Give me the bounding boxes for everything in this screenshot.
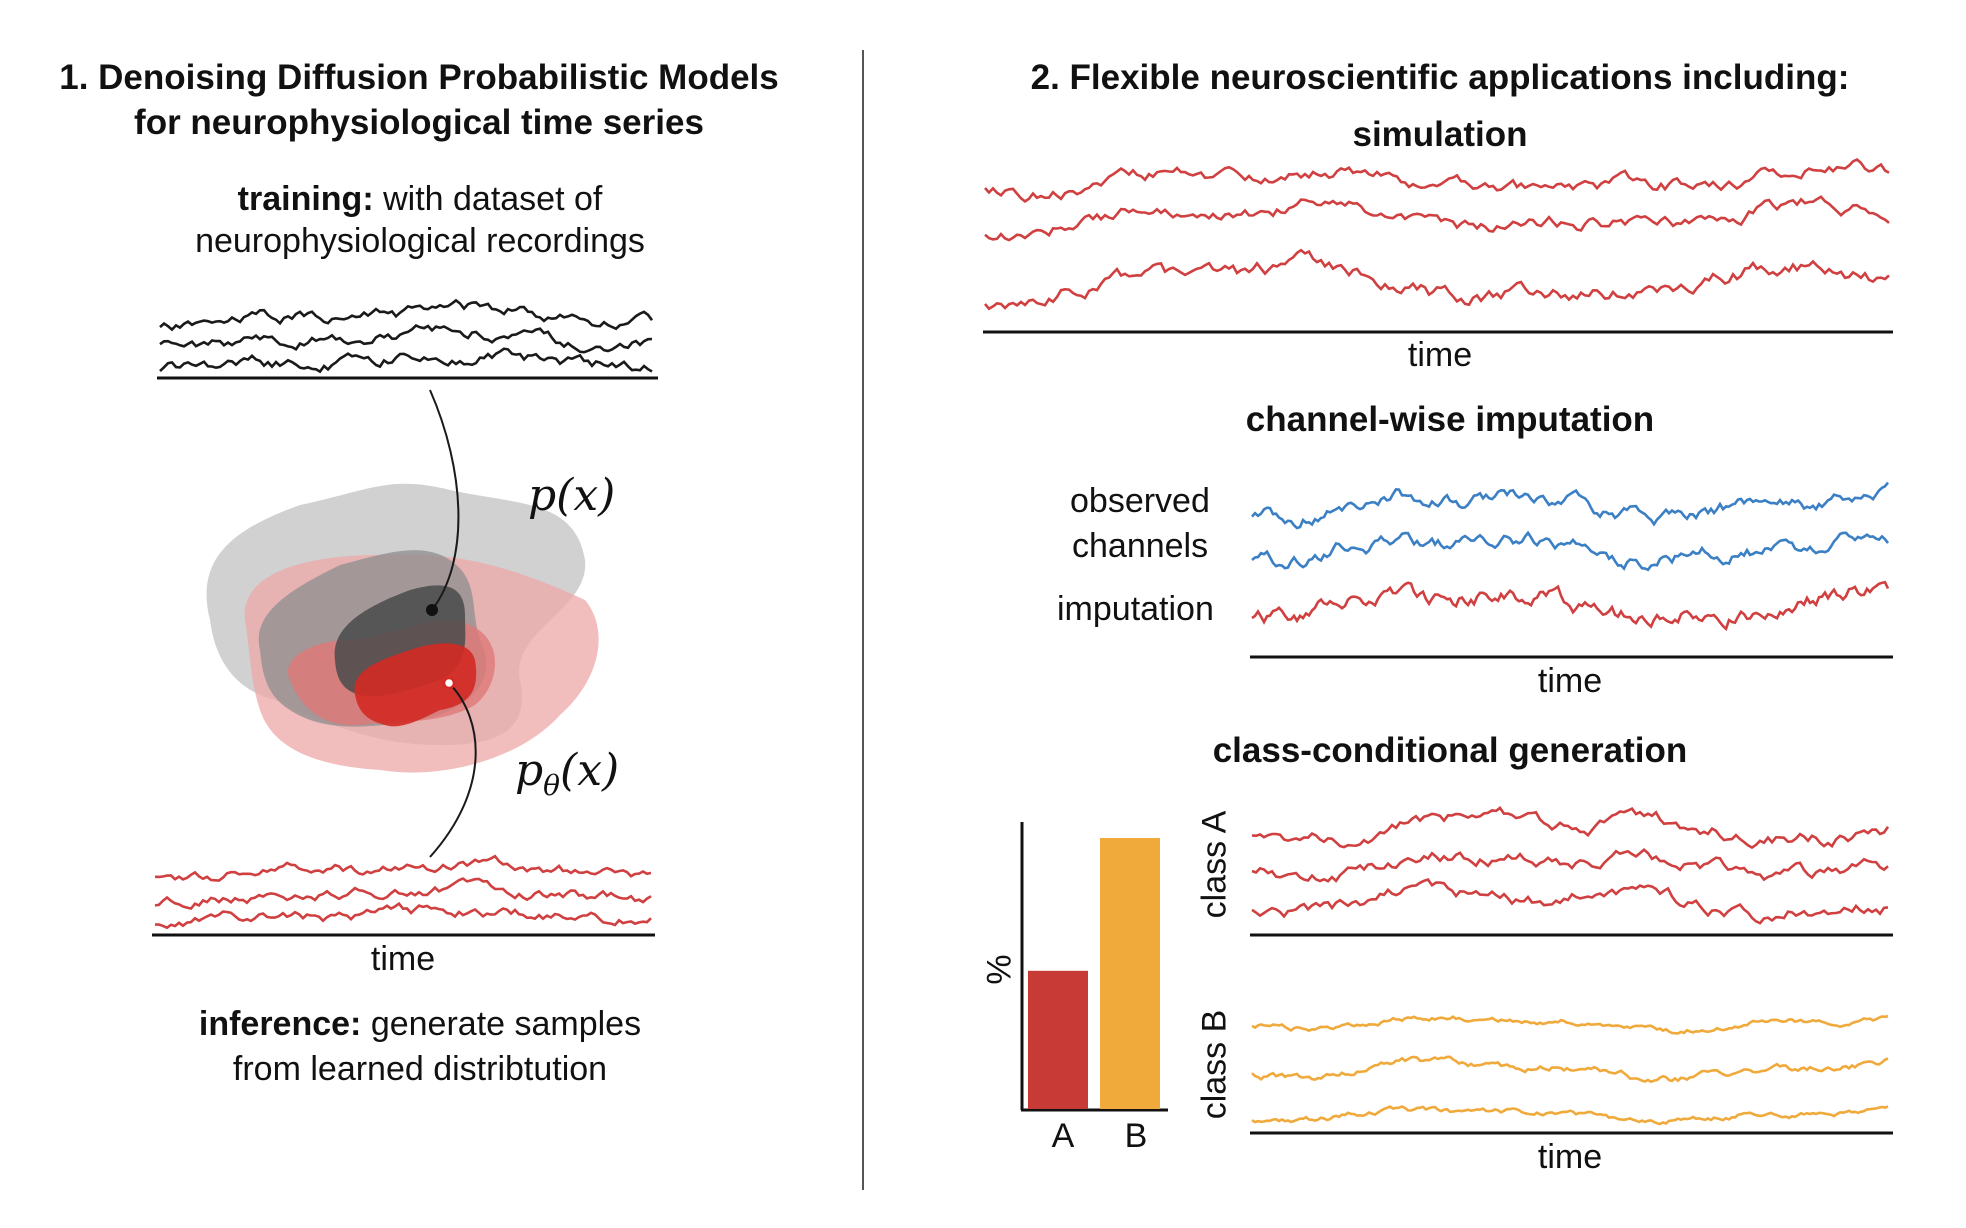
- inference-trace: [154, 877, 652, 911]
- simulation-trace: [984, 157, 1890, 203]
- ptheta-connector-curve: [429, 682, 477, 858]
- inference-caption-line1: inference: generate samples: [120, 1005, 720, 1044]
- ptheta-inner-blob: [354, 643, 477, 727]
- simulation-traces: [984, 157, 1890, 311]
- class-b-label: class B: [1195, 1009, 1234, 1120]
- px-connector-curve: [429, 389, 460, 611]
- ptheta-sample-dot: [442, 676, 456, 690]
- training-bold-label: training:: [237, 180, 374, 218]
- left-title-line1: 1. Denoising Diffusion Probabilistic Mod…: [59, 58, 779, 97]
- class-b-trace: [1251, 1055, 1889, 1084]
- observed-trace: [1251, 530, 1890, 572]
- distribution-blobs: [206, 483, 599, 773]
- training-trace: [159, 298, 654, 332]
- bar-chart-y-label: %: [980, 954, 1019, 985]
- inference-text: generate samples: [361, 1005, 642, 1043]
- imputed-traces: [1251, 580, 1890, 632]
- px-label: p(x): [528, 470, 616, 521]
- class-a-traces: [1251, 806, 1890, 925]
- bar-b-tick-label: B: [1124, 1117, 1148, 1155]
- ptheta-sub: θ: [543, 768, 561, 802]
- bar-class-a: [1028, 970, 1088, 1109]
- ptheta-rest: (x): [560, 745, 620, 796]
- bar-class-b: [1100, 838, 1160, 1109]
- training-traces: [159, 298, 654, 374]
- class-b-trace: [1251, 1014, 1889, 1035]
- class-a-trace: [1251, 806, 1890, 850]
- right-title: 2. Flexible neuroscientific applications…: [1030, 58, 1850, 97]
- ptheta-label: pθ(x): [515, 745, 619, 802]
- simulation-title: simulation: [1352, 115, 1528, 154]
- class-b-trace: [1251, 1105, 1889, 1126]
- imputation-label: imputation: [1057, 590, 1214, 628]
- bar-a-tick-label: A: [1051, 1117, 1075, 1155]
- inference-caption-line2: from learned distribtution: [232, 1050, 608, 1088]
- px-sample-dot: [426, 604, 438, 616]
- training-trace: [159, 323, 653, 354]
- class-b-traces: [1251, 1014, 1889, 1126]
- observed-traces: [1251, 481, 1890, 572]
- training-text: with dataset of: [373, 180, 603, 218]
- left-title-line2: for neurophysiological time series: [134, 103, 704, 142]
- ptheta-base: p: [515, 745, 544, 796]
- training-caption-line2: neurophysiological recordings: [195, 222, 645, 260]
- simulation-time-label: time: [1407, 336, 1473, 374]
- inference-bold-label: inference:: [198, 1005, 362, 1043]
- class-time-label: time: [1537, 1138, 1603, 1176]
- class-conditional-title: class-conditional generation: [1212, 731, 1688, 770]
- imputation-time-label: time: [1537, 662, 1603, 700]
- simulation-trace: [984, 248, 1890, 311]
- inference-trace: [154, 901, 652, 930]
- imputation-title: channel-wise imputation: [1245, 400, 1655, 439]
- imputed-trace: [1251, 580, 1890, 632]
- inference-time-label: time: [370, 940, 436, 978]
- inference-traces: [154, 854, 652, 930]
- observed-trace: [1251, 481, 1890, 530]
- class-a-trace: [1251, 847, 1889, 883]
- simulation-trace: [984, 195, 1890, 242]
- observed-label-line2: channels: [1072, 527, 1209, 565]
- inference-trace: [154, 854, 652, 882]
- observed-label-line1: observed: [1070, 482, 1210, 520]
- class-a-trace: [1251, 877, 1889, 925]
- class-bar-chart: [1020, 822, 1168, 1112]
- training-trace: [159, 347, 653, 374]
- class-a-label: class A: [1195, 810, 1234, 919]
- training-caption-line1: training: with dataset of: [120, 180, 720, 219]
